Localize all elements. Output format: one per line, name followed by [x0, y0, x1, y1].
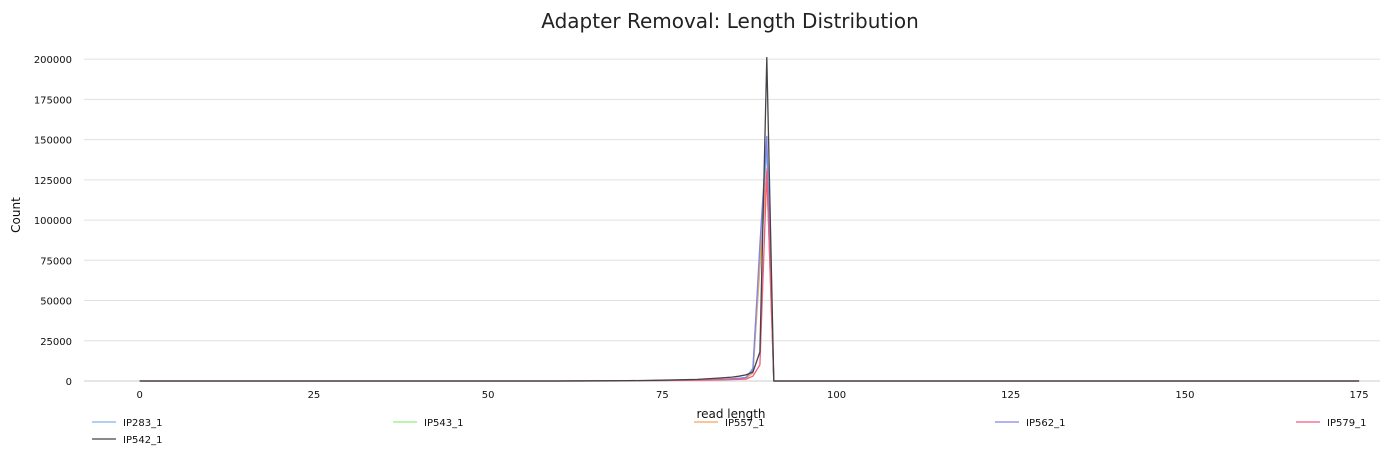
- chart-title: Adapter Removal: Length Distribution: [541, 9, 919, 33]
- y-tick-label: 25000: [40, 337, 72, 348]
- y-tick-label: 100000: [34, 216, 72, 227]
- legend-item-ip579-1[interactable]: IP579_1: [1296, 418, 1366, 429]
- y-tick-label: 200000: [34, 55, 72, 66]
- series-line-ip562-1: [139, 135, 1360, 382]
- series-line-ip542-1: [139, 56, 1360, 382]
- x-tick-label: 0: [137, 390, 143, 401]
- y-axis-label: Count: [9, 197, 23, 233]
- series-lines: [139, 56, 1360, 382]
- y-tick-label: 125000: [34, 176, 72, 187]
- legend-label: IP543_1: [424, 418, 463, 429]
- legend-item-ip542-1[interactable]: IP542_1: [92, 435, 162, 446]
- legend-label: IP283_1: [123, 418, 162, 429]
- series-line-ip283-1: [139, 147, 1360, 382]
- x-tick-label: 75: [656, 390, 669, 401]
- legend-item-ip543-1[interactable]: IP543_1: [393, 418, 463, 429]
- x-tick-label: 150: [1175, 390, 1194, 401]
- y-axis-ticks: 0 25000 50000 75000 100000 125000 150000 175000…: [34, 55, 72, 388]
- legend: IP283_1 IP542_1 IP543_1 IP557_1 IP562_1 IP579…: [92, 418, 1366, 446]
- x-tick-label: 125: [1001, 390, 1020, 401]
- x-tick-label: 100: [827, 390, 846, 401]
- y-tick-label: 175000: [34, 95, 72, 106]
- legend-label: IP557_1: [725, 418, 764, 429]
- y-tick-label: 150000: [34, 136, 72, 147]
- x-tick-label: 175: [1350, 390, 1369, 401]
- x-axis-ticks: 0 25 50 75 100 125 150 175: [137, 390, 1369, 401]
- y-tick-label: 0: [66, 377, 72, 388]
- legend-label: IP562_1: [1026, 418, 1065, 429]
- series-line-ip557-1: [139, 167, 1360, 382]
- legend-item-ip283-1[interactable]: IP283_1: [92, 418, 162, 429]
- series-line-ip579-1: [139, 171, 1360, 382]
- x-axis-label: read length: [696, 407, 765, 421]
- y-tick-label: 75000: [40, 256, 72, 267]
- legend-item-ip557-1[interactable]: IP557_1: [694, 418, 764, 429]
- x-tick-label: 25: [308, 390, 321, 401]
- legend-label: IP579_1: [1327, 418, 1366, 429]
- legend-label: IP542_1: [123, 435, 162, 446]
- legend-item-ip562-1[interactable]: IP562_1: [995, 418, 1065, 429]
- x-tick-label: 50: [482, 390, 495, 401]
- y-tick-label: 50000: [40, 297, 72, 308]
- grid-lines: [84, 58, 1380, 382]
- series-line-ip543-1: [139, 171, 1360, 382]
